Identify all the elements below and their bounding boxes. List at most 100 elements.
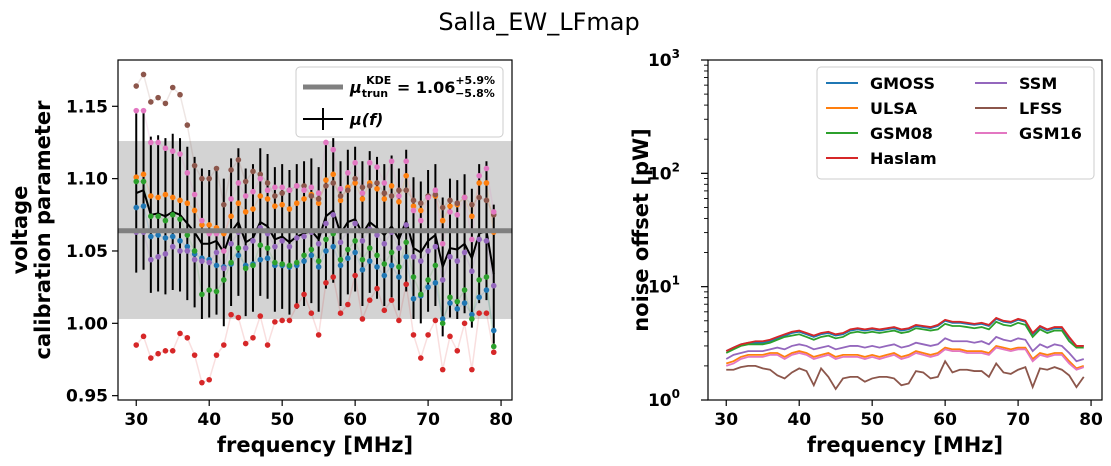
left-point-gsm16 [366, 159, 373, 166]
left-point-gsm16 [308, 184, 315, 191]
left-point-lfss [220, 201, 227, 208]
left-point-ssm [315, 240, 322, 247]
left-point-gsm16 [140, 107, 147, 114]
left-point-gsm08 [162, 217, 169, 224]
left-point-gsm16 [235, 180, 242, 186]
left-point-gsm08 [388, 249, 395, 256]
left-point-lfss [454, 200, 461, 207]
left-point-lfss [177, 91, 183, 98]
left-point-lfss [140, 71, 147, 78]
left-point-gmoss [133, 204, 140, 211]
left-point-ulsa [169, 194, 176, 201]
left-point-lfss [162, 100, 169, 107]
left-point-gsm16 [439, 240, 446, 247]
figure-title: Salla_EW_LFmap [438, 8, 639, 36]
left-point-gsm08 [308, 246, 315, 253]
left-point-lfss [337, 193, 344, 199]
left-point-gsm16 [264, 187, 271, 194]
left-point-gsm16 [286, 187, 293, 194]
left-point-gsm16 [191, 191, 198, 198]
left-point-gsm16 [337, 185, 344, 192]
left-point-gmoss [323, 248, 329, 254]
left-point-haslam [425, 332, 431, 338]
left-point-ssm [454, 258, 461, 264]
left-point-gmoss [490, 327, 497, 334]
left-ytick-label: 1.05 [66, 242, 108, 262]
left-point-gsm16 [483, 165, 490, 172]
left-point-haslam [381, 307, 388, 314]
left-point-ssm [330, 212, 337, 218]
left-point-lfss [396, 187, 402, 194]
legend-label-ssm: SSM [1019, 74, 1057, 93]
left-point-gsm16 [184, 170, 191, 176]
left-point-gmoss [162, 235, 169, 241]
left-point-haslam [228, 311, 234, 318]
left-point-haslam [235, 314, 242, 321]
left-point-ssm [439, 277, 446, 283]
legend-kde-sub: trun [362, 87, 388, 100]
left-point-lfss [330, 180, 337, 186]
left-ytick-label: 1.10 [66, 170, 108, 190]
left-point-gsm08 [264, 245, 271, 251]
left-point-lfss [483, 197, 490, 204]
left-point-ulsa [148, 193, 154, 199]
left-point-gmoss [308, 252, 315, 259]
left-point-ssm [155, 253, 161, 260]
left-point-lfss [206, 175, 213, 182]
left-point-haslam [169, 348, 176, 354]
left-point-lfss [133, 83, 140, 89]
right-xtick-label: 70 [1006, 410, 1030, 430]
left-point-gsm08 [220, 277, 227, 283]
right-legend: GMOSS ULSA GSM08 Haslam SSM LFSS GSM16 [816, 66, 1095, 180]
left-point-haslam [162, 348, 169, 354]
left-point-gsm08 [301, 252, 307, 259]
left-point-lfss [213, 165, 220, 172]
left-point-gsm16 [293, 183, 300, 189]
left-point-gmoss [403, 253, 410, 260]
left-point-gmoss [359, 266, 366, 273]
right-xtick-label: 50 [860, 410, 884, 430]
left-point-ulsa [396, 198, 402, 205]
left-point-ssm [272, 243, 278, 250]
left-point-gmoss [155, 232, 161, 238]
left-point-haslam [337, 310, 344, 316]
left-point-gmoss [257, 256, 264, 263]
left-point-ulsa [447, 203, 453, 209]
left-point-lfss [366, 183, 373, 189]
left-point-haslam [213, 352, 220, 358]
left-point-ssm [483, 238, 490, 244]
left-point-gmoss [439, 316, 446, 322]
left-point-gmoss [213, 262, 220, 269]
left-point-ulsa [439, 217, 446, 224]
left-point-ulsa [417, 207, 424, 214]
left-point-gsm16 [315, 190, 322, 196]
left-point-gsm08 [410, 274, 417, 280]
left-point-ssm [461, 249, 468, 256]
right-xlabel: frequency [MHz] [807, 433, 1003, 457]
left-point-haslam [476, 310, 482, 316]
left-point-gmoss [184, 243, 191, 250]
right-xtick-label: 30 [714, 410, 738, 430]
left-point-lfss [279, 190, 285, 196]
left-point-lfss [447, 197, 453, 204]
left-xtick-label: 50 [270, 410, 294, 430]
left-point-haslam [250, 334, 256, 341]
left-point-gmoss [264, 255, 271, 262]
left-point-gsm16 [155, 139, 161, 146]
left-point-gsm08 [250, 262, 256, 269]
left-point-haslam [388, 297, 395, 303]
left-point-gsm08 [417, 291, 424, 298]
left-point-lfss [155, 94, 161, 101]
left-point-gmoss [315, 264, 322, 270]
left-point-ulsa [476, 180, 482, 186]
left-point-gsm16 [425, 194, 431, 201]
right-line-lfss [726, 359, 1085, 391]
left-point-haslam [439, 366, 446, 373]
left-point-gsm16 [301, 187, 307, 194]
right-line-gmoss [725, 317, 1084, 352]
left-point-haslam [330, 274, 337, 280]
left-point-gsm16 [199, 217, 205, 224]
left-point-gsm16 [403, 158, 410, 165]
left-point-gmoss [476, 294, 482, 301]
left-xtick-label: 60 [343, 410, 367, 430]
